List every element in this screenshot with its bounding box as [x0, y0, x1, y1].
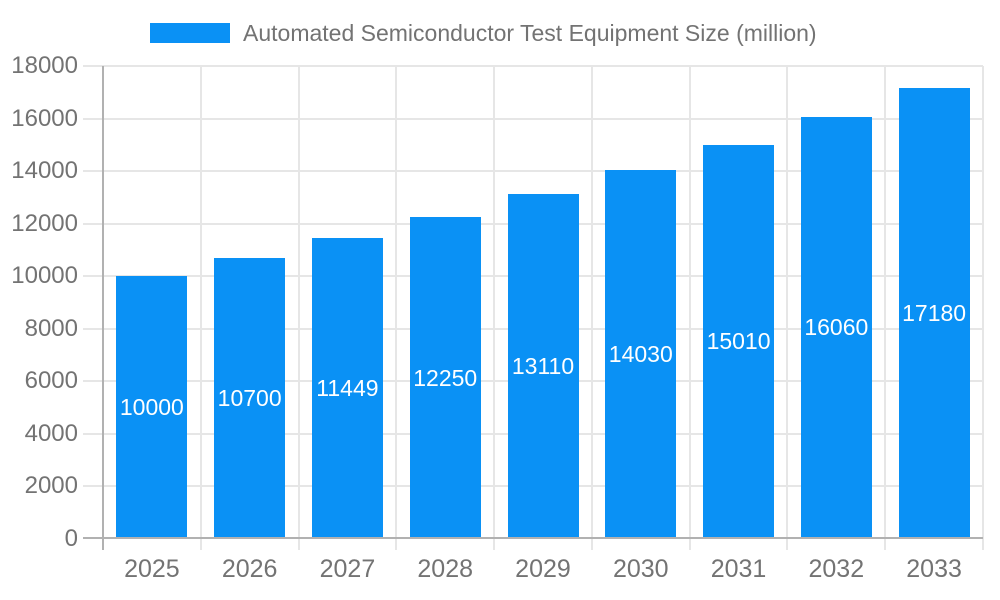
bar[interactable]: 12250	[409, 217, 481, 539]
bar[interactable]: 11449	[311, 238, 383, 539]
bar[interactable]: 10000	[116, 276, 188, 539]
y-axis-tick	[83, 170, 103, 173]
legend: Automated Semiconductor Test Equipment S…	[150, 18, 817, 48]
bar-value-label: 13110	[511, 353, 575, 380]
legend-swatch[interactable]	[150, 23, 230, 43]
bar-value-label: 16060	[804, 314, 869, 341]
v-gridline	[297, 66, 300, 550]
y-axis-tick	[83, 380, 103, 383]
v-gridline	[493, 66, 496, 550]
v-gridline	[395, 66, 398, 550]
y-axis-tick	[83, 65, 103, 67]
x-tick-label: 2027	[319, 555, 376, 583]
bar[interactable]: 17180	[898, 87, 970, 539]
y-axis-tick	[83, 275, 103, 278]
v-gridline	[688, 66, 691, 550]
y-tick-label: 12000	[11, 209, 78, 237]
h-gridline	[103, 65, 983, 67]
v-gridline	[199, 66, 202, 550]
bar[interactable]: 15010	[703, 144, 775, 539]
v-gridline	[786, 66, 789, 550]
bar-value-label: 14030	[608, 341, 673, 368]
y-axis-tick	[83, 222, 103, 225]
x-tick-label: 2031	[710, 555, 767, 583]
bar[interactable]: 13110	[507, 194, 579, 539]
x-tick-label: 2025	[124, 555, 180, 583]
y-axis-line	[102, 66, 104, 550]
y-tick-label: 18000	[11, 52, 78, 79]
bar[interactable]: 16060	[800, 116, 872, 539]
plot-area: 0 2000 4000 6000 8000 10000 12000 14000 16000 180…	[11, 53, 984, 583]
x-tick-label: 2030	[612, 555, 669, 583]
y-axis-tick	[83, 117, 103, 120]
y-axis-tick	[83, 327, 103, 330]
bar[interactable]: 10700	[214, 257, 286, 539]
y-tick-label: 10000	[11, 262, 78, 290]
x-tick-label: 2033	[906, 555, 962, 583]
y-axis-tick	[83, 432, 103, 435]
y-tick-label: 6000	[24, 367, 78, 395]
y-tick-label: 16000	[11, 104, 78, 132]
x-axis-line	[83, 537, 983, 539]
x-tick-label: 2029	[515, 555, 571, 583]
h-gridline	[103, 117, 983, 120]
bar-value-label: 10000	[119, 394, 184, 421]
bar-value-label: 15010	[706, 328, 771, 355]
y-tick-label: 0	[64, 525, 78, 552]
x-tick-label: 2026	[221, 555, 278, 583]
h-gridline	[103, 170, 983, 173]
x-tick-label: 2032	[808, 555, 865, 583]
legend-label[interactable]: Automated Semiconductor Test Equipment S…	[243, 19, 817, 46]
bar-value-label: 12250	[413, 364, 478, 391]
x-tick-label: 2028	[417, 555, 474, 583]
y-tick-label: 2000	[24, 472, 78, 500]
bar-value-label: 10700	[217, 384, 282, 411]
bar-value-label: 11449	[316, 375, 379, 402]
bar-value-label: 17180	[902, 299, 967, 326]
v-gridline	[982, 66, 984, 550]
y-axis-tick	[83, 485, 103, 488]
v-gridline	[590, 66, 593, 550]
y-tick-label: 8000	[24, 314, 78, 342]
bar[interactable]: 14030	[605, 170, 677, 539]
v-gridline	[884, 66, 887, 550]
y-tick-label: 14000	[11, 157, 78, 185]
y-tick-label: 4000	[24, 419, 78, 447]
